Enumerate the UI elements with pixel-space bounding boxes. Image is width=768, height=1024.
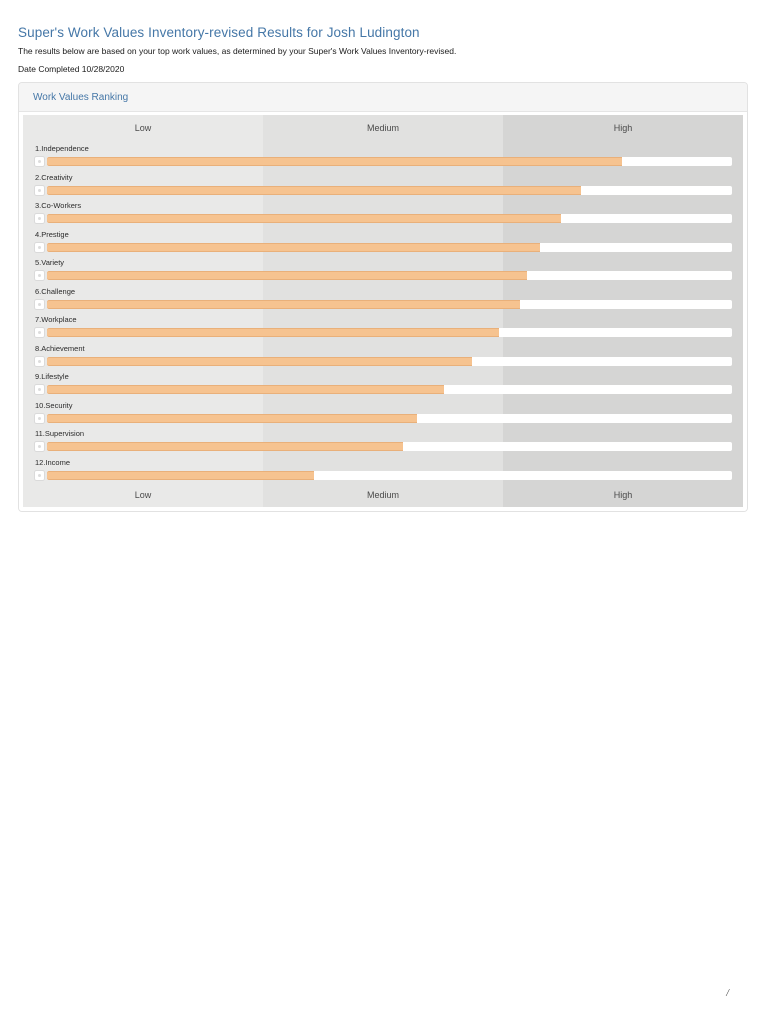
bar-fill (47, 157, 623, 166)
bar-fill (47, 214, 561, 223)
bar-handle (34, 270, 45, 281)
bar-fill (47, 271, 527, 280)
bar-track (47, 185, 732, 195)
bar-handle (34, 384, 45, 395)
axis-label-medium: Medium (366, 489, 399, 500)
page-title: Super's Work Values Inventory-revised Re… (18, 25, 420, 40)
axis-label-high: High (613, 122, 633, 133)
axis-footer: Low Medium High (23, 482, 743, 507)
bar-track (47, 356, 732, 366)
chart: Low Medium High 1.Independence 2.Creativ… (19, 112, 747, 511)
bar-handle (34, 355, 45, 367)
bar-track (47, 271, 732, 280)
bar-fill (47, 185, 582, 195)
value-bar-row: 3.Co-Workers (23, 197, 743, 226)
bar-handle (34, 327, 45, 338)
bar-fill (47, 242, 541, 252)
bar-fill (47, 413, 417, 423)
bar-fill (47, 328, 500, 337)
bar-track (47, 470, 732, 480)
bar-label: 1.Independence (35, 144, 89, 153)
bar-track (47, 157, 732, 166)
bar-handle (34, 412, 45, 424)
axis-label-medium: Medium (366, 122, 399, 133)
value-bar-row: 4.Prestige (23, 226, 743, 255)
bar-handle (34, 213, 45, 224)
column-bands (23, 115, 743, 507)
axis-label-low: Low (134, 489, 152, 500)
bar-handle (34, 241, 45, 253)
bar-fill (47, 470, 315, 480)
bar-label: 11.Supervision (35, 429, 85, 438)
value-bar-row: 12.Income (23, 454, 743, 483)
page-subtitle: The results below are based on your top … (18, 46, 457, 56)
bar-handle (34, 441, 45, 452)
bar-handle (34, 298, 45, 310)
value-bar-row: 1.Independence (23, 140, 743, 169)
bar-label: 3.Co-Workers (35, 201, 82, 210)
value-bar-row: 5.Variety (23, 254, 743, 283)
bar-track (47, 385, 732, 394)
axis-header: Low Medium High (23, 115, 743, 140)
bar-track (47, 214, 732, 223)
bar-track (47, 442, 732, 451)
bar-track (47, 328, 732, 337)
axis-label-low: Low (134, 122, 152, 133)
bar-fill (47, 385, 445, 394)
value-bar-row: 7.Workplace (23, 311, 743, 340)
work-values-ranking-panel: Work Values Ranking Low Medium High (18, 82, 748, 512)
bar-fill (47, 356, 472, 366)
bar-label: 5.Variety (35, 258, 65, 267)
bar-rows: 1.Independence 2.Creativity 3.Co-Workers… (23, 140, 743, 482)
bar-fill (47, 442, 404, 451)
page-marker: / (726, 988, 729, 999)
value-bar-row: 6.Challenge (23, 283, 743, 312)
bar-handle (34, 469, 45, 481)
bar-track (47, 299, 732, 309)
date-completed: Date Completed 10/28/2020 (18, 64, 125, 74)
panel-title: Work Values Ranking (19, 83, 747, 112)
bar-label: 2.Creativity (35, 172, 73, 182)
value-bar-row: 10.Security (23, 397, 743, 426)
bar-label: 4.Prestige (35, 229, 69, 239)
axis-label-high: High (613, 489, 633, 500)
value-bar-row: 8.Achievement (23, 340, 743, 369)
bar-label: 9.Lifestyle (35, 372, 69, 381)
bar-label: 8.Achievement (35, 343, 85, 353)
bar-fill (47, 299, 520, 309)
band-medium (263, 115, 503, 507)
value-bar-row: 11.Supervision (23, 425, 743, 454)
bar-track (47, 242, 732, 252)
bar-label: 7.Workplace (35, 315, 77, 324)
bar-label: 6.Challenge (35, 286, 76, 296)
bar-track (47, 413, 732, 423)
bar-label: 10.Security (35, 400, 73, 410)
bar-handle (34, 184, 45, 196)
value-bar-row: 9.Lifestyle (23, 368, 743, 397)
bar-label: 12.Income (35, 457, 71, 467)
band-low (23, 115, 263, 507)
value-bar-row: 2.Creativity (23, 169, 743, 198)
band-high (503, 115, 743, 507)
bar-handle (34, 156, 45, 167)
